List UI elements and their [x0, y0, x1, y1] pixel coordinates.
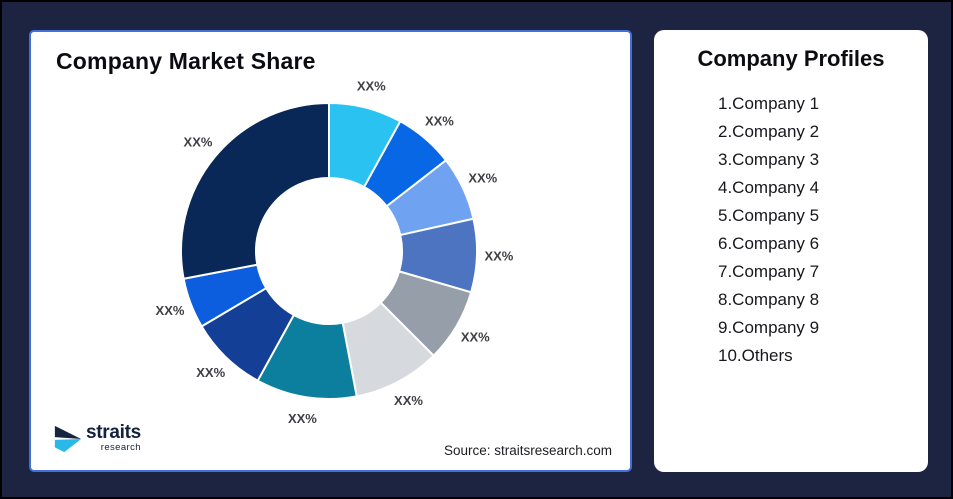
slice-label-company-9: XX% [156, 303, 185, 318]
slice-label-company-2: XX% [425, 114, 454, 129]
donut-slice-others [180, 102, 330, 280]
donut-chart: XX% XX% XX% XX% XX% XX% XX% XX% XX% XX% [156, 78, 514, 426]
straits-logo-mark-icon [54, 425, 82, 453]
company-list-item: 1.Company 1 [718, 94, 820, 113]
slice-label-company-1: XX% [357, 78, 386, 93]
slice-label-company-7: XX% [288, 411, 317, 426]
company-list-item: 3.Company 3 [718, 150, 820, 169]
slice-label-others: XX% [184, 135, 213, 150]
chart-title: Company Market Share [56, 48, 316, 74]
company-list-item: 4.Company 4 [718, 178, 820, 197]
logo-mark-cyan-shape [54, 438, 82, 453]
slice-label-company-8: XX% [196, 365, 225, 380]
slice-label-company-5: XX% [461, 330, 490, 345]
logo-brand-text: straits [86, 422, 141, 444]
company-profiles-card: Company Profiles 1.Company 1 2.Company 2 3… [654, 30, 928, 472]
slice-label-company-6: XX% [394, 393, 423, 408]
company-list-item: 5.Company 5 [718, 206, 820, 225]
company-list-item: 10.Others [718, 346, 793, 365]
company-list-item: 8.Company 8 [718, 290, 820, 309]
company-list: 1.Company 1 2.Company 2 3.Company 3 4.Compa… [654, 90, 928, 370]
company-list-item: 2.Company 2 [718, 122, 820, 141]
company-list-item: 6.Company 6 [718, 234, 820, 253]
profiles-title: Company Profiles [697, 46, 885, 71]
chart-card: Company Market Share XX% XX% XX% XX% XX% XX% X… [29, 30, 632, 472]
source-text: Source: straitsresearch.com [443, 443, 612, 458]
slice-label-company-4: XX% [484, 248, 513, 263]
logo-text: straits research [86, 423, 141, 453]
company-list-item: 9.Company 9 [718, 318, 820, 337]
straits-logo: straits research [53, 422, 141, 454]
logo-brand-subtext: research [100, 442, 141, 454]
company-list-item: 7.Company 7 [718, 262, 820, 281]
logo-mark-navy-shape [54, 425, 82, 439]
slice-label-company-3: XX% [468, 171, 497, 186]
